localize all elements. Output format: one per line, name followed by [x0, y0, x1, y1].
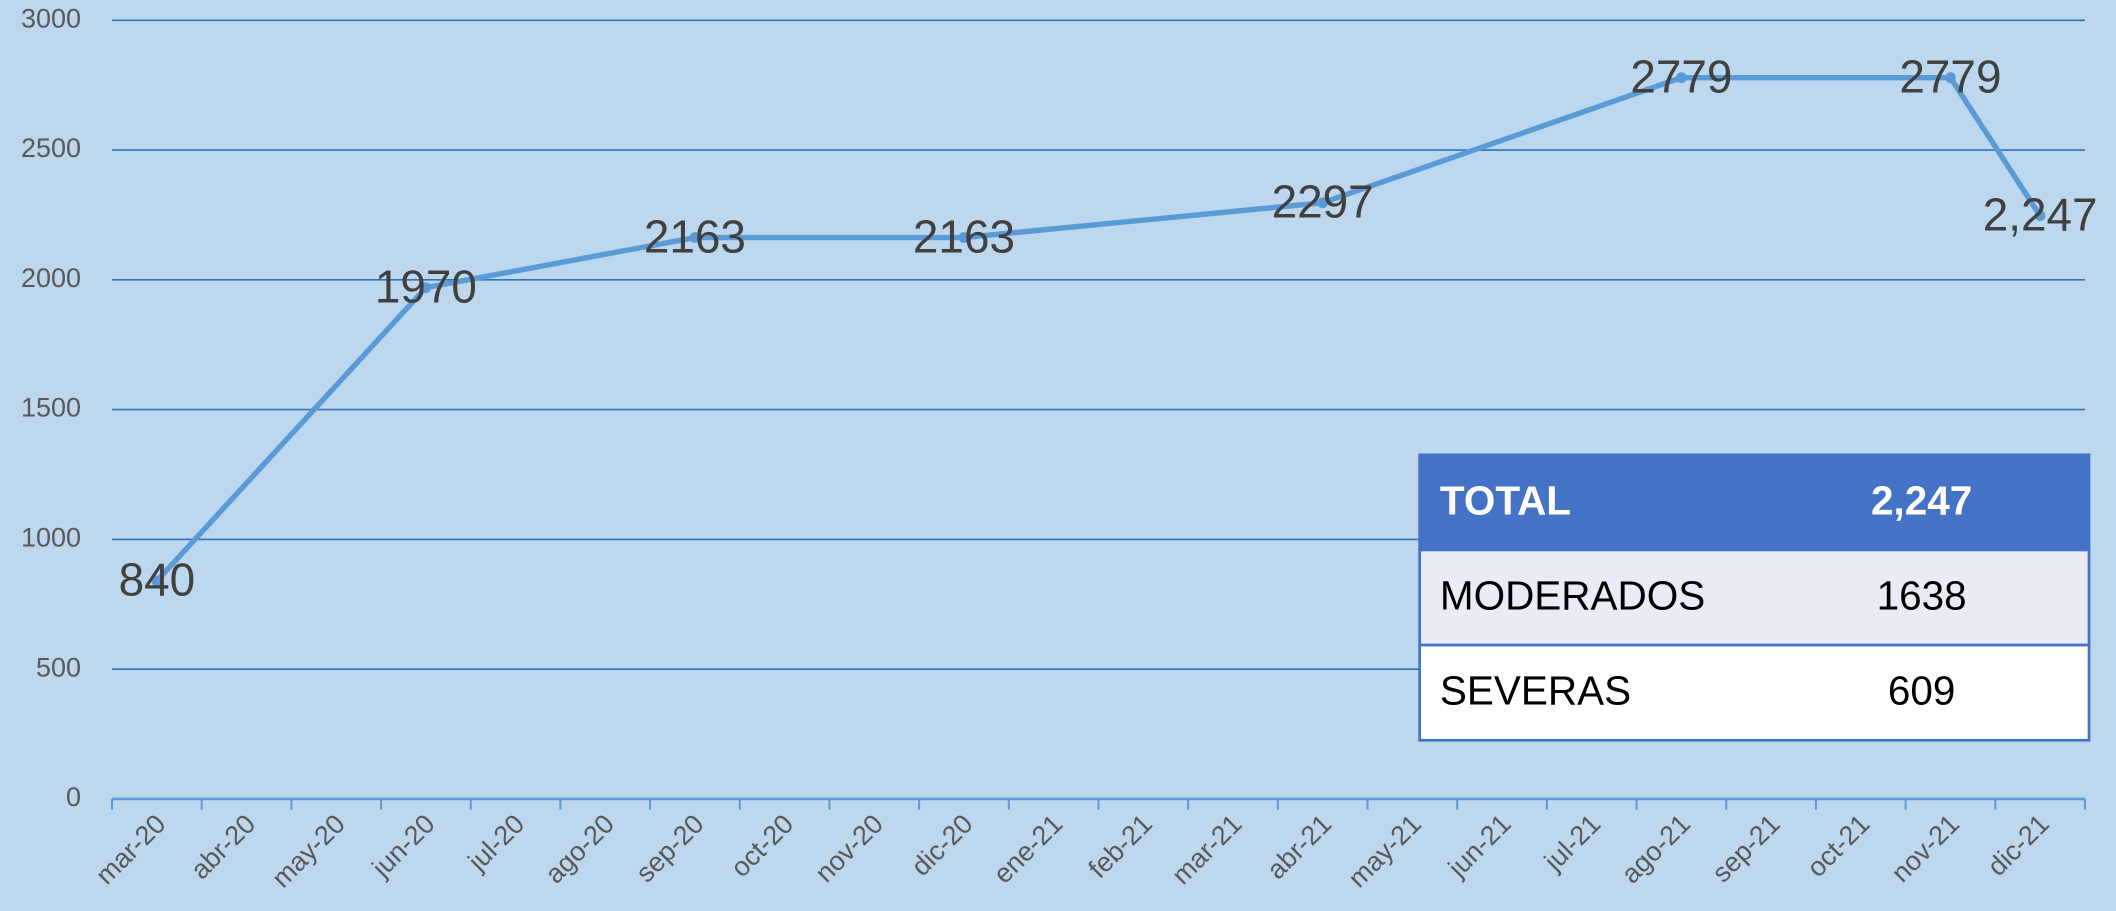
table-cell: 609 — [1888, 668, 1956, 714]
table-row — [1418, 643, 2091, 742]
y-tick-label: 2500 — [21, 133, 81, 163]
line — [154, 74, 2043, 583]
point — [2034, 210, 2046, 222]
point — [1676, 72, 1687, 84]
data-label: 1970 — [375, 260, 477, 312]
point — [151, 575, 163, 587]
y-tick-label: 1500 — [21, 393, 81, 423]
point — [420, 282, 432, 294]
data-label: 2779 — [1630, 50, 1732, 102]
data-label: 2779 — [1899, 50, 2001, 102]
point — [689, 232, 701, 243]
table-cell: TOTAL — [1440, 477, 1571, 523]
y-tick-label: 0 — [66, 782, 81, 812]
data-label: 2297 — [1272, 176, 1374, 228]
table-cell: MODERADOS — [1440, 573, 1705, 619]
y-tick-label: 3000 — [21, 3, 81, 33]
data-label: 840 — [119, 554, 196, 606]
y-tick-label: 2000 — [21, 263, 81, 293]
point — [1945, 72, 1956, 84]
table-cell: 2,247 — [1871, 477, 1972, 523]
point — [1317, 197, 1329, 209]
table-cell: 1638 — [1877, 573, 1967, 619]
point — [958, 232, 970, 243]
table-cell: SEVERAS — [1440, 668, 1631, 714]
table-row — [1418, 548, 2091, 647]
y-tick-label: 500 — [36, 652, 81, 682]
y-tick-label: 1000 — [21, 523, 81, 553]
table-row — [1418, 453, 2091, 552]
data-label: 2,247 — [1983, 189, 2098, 241]
data-label: 2163 — [644, 210, 746, 262]
data-label: 2163 — [913, 210, 1015, 262]
